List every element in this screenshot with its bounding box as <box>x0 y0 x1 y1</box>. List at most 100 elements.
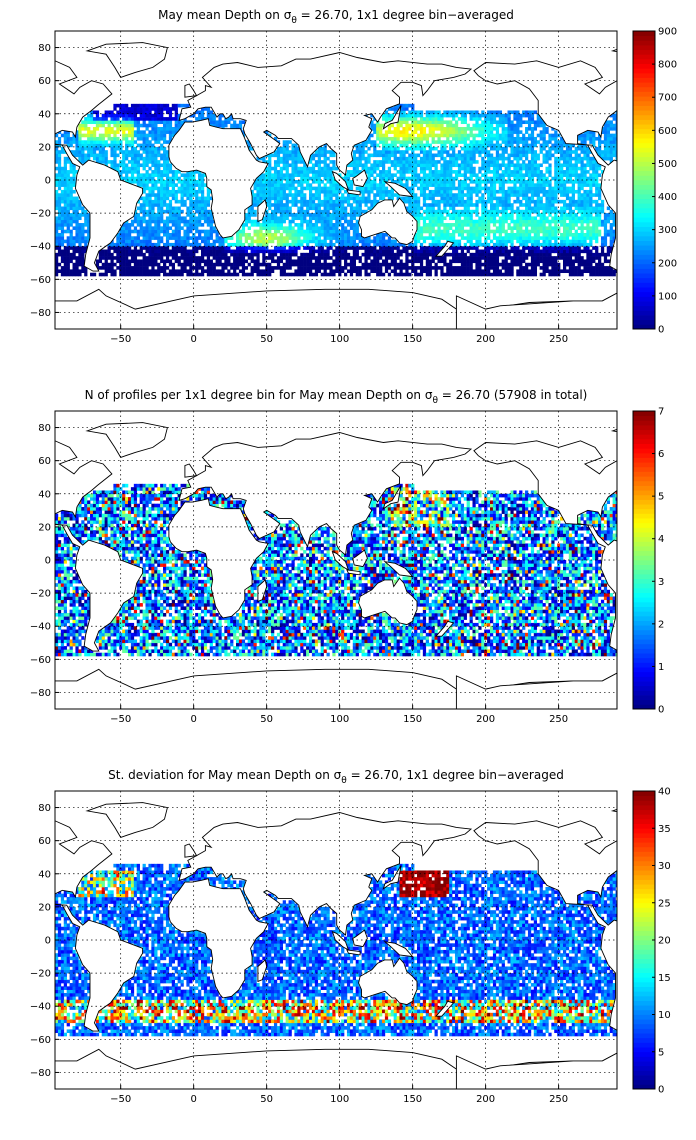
cell <box>571 156 575 161</box>
cell <box>303 256 307 260</box>
cell <box>419 272 424 277</box>
cell <box>344 216 348 221</box>
cell <box>554 160 558 164</box>
cell <box>454 213 459 217</box>
cell <box>525 186 529 191</box>
cell <box>580 193 584 197</box>
cell <box>419 189 424 194</box>
cell <box>352 266 357 270</box>
cell <box>452 259 456 264</box>
cell <box>320 262 324 267</box>
cell <box>565 193 570 197</box>
cell <box>384 242 389 247</box>
cell <box>527 272 532 277</box>
cell <box>469 176 473 181</box>
cell <box>431 189 435 194</box>
cell <box>472 203 476 207</box>
cell <box>57 180 62 184</box>
cell <box>113 246 117 250</box>
cell <box>460 193 465 197</box>
cell <box>157 252 161 257</box>
cell <box>527 189 532 194</box>
cell <box>446 223 450 227</box>
cell <box>598 223 602 227</box>
cell <box>171 216 175 221</box>
cell <box>55 229 59 234</box>
cell <box>308 199 313 204</box>
cell <box>595 249 599 254</box>
cell <box>72 170 76 174</box>
cell <box>320 246 324 250</box>
cell <box>457 219 462 224</box>
cell <box>577 186 581 191</box>
cell <box>329 232 333 237</box>
cell <box>171 183 175 187</box>
cell <box>490 186 494 191</box>
cell <box>428 193 432 197</box>
cell <box>180 216 184 221</box>
cell <box>291 150 295 154</box>
cell <box>344 259 348 264</box>
cell <box>294 239 298 244</box>
cell <box>469 213 473 217</box>
cell <box>466 232 470 237</box>
cell <box>487 252 491 257</box>
cell <box>323 269 327 274</box>
cell <box>440 272 444 277</box>
cell <box>306 209 310 214</box>
cell <box>358 209 362 214</box>
cell <box>422 193 427 197</box>
cell <box>247 216 251 221</box>
cell <box>303 262 307 267</box>
cell <box>183 262 187 267</box>
cell <box>443 170 447 174</box>
cell <box>329 196 333 201</box>
cell <box>589 242 593 247</box>
cell <box>273 223 278 227</box>
cell <box>419 236 424 240</box>
cell <box>495 176 500 181</box>
cell <box>446 209 450 214</box>
cell <box>498 153 502 158</box>
cell <box>463 170 467 174</box>
cell <box>57 153 62 158</box>
cell <box>457 199 462 204</box>
cell <box>282 203 286 207</box>
cell <box>306 203 310 207</box>
cell <box>256 272 260 277</box>
cell <box>200 196 205 201</box>
cell <box>466 193 470 197</box>
cell <box>282 262 286 267</box>
cell <box>268 232 272 237</box>
cell <box>349 160 354 164</box>
cell <box>501 173 505 177</box>
cell <box>431 193 435 197</box>
cell <box>341 256 345 260</box>
cell <box>364 209 368 214</box>
cell <box>554 236 558 240</box>
cell <box>285 242 289 247</box>
cell <box>221 239 225 244</box>
cell <box>595 166 599 171</box>
cell <box>171 209 175 214</box>
cell <box>206 213 211 217</box>
cell <box>454 186 459 191</box>
cell <box>490 252 494 257</box>
cell <box>300 226 304 230</box>
cell <box>291 153 295 158</box>
cell <box>320 216 324 221</box>
cell <box>586 160 590 164</box>
cell <box>294 232 298 237</box>
cell <box>183 199 187 204</box>
cell <box>516 246 520 250</box>
cell <box>402 242 406 247</box>
cell <box>501 223 505 227</box>
cell <box>402 150 406 154</box>
cell <box>422 170 427 174</box>
cell <box>598 232 602 237</box>
cell <box>72 242 76 247</box>
cell <box>373 196 377 201</box>
cell <box>425 213 429 217</box>
cell <box>148 160 152 164</box>
cell <box>355 223 359 227</box>
